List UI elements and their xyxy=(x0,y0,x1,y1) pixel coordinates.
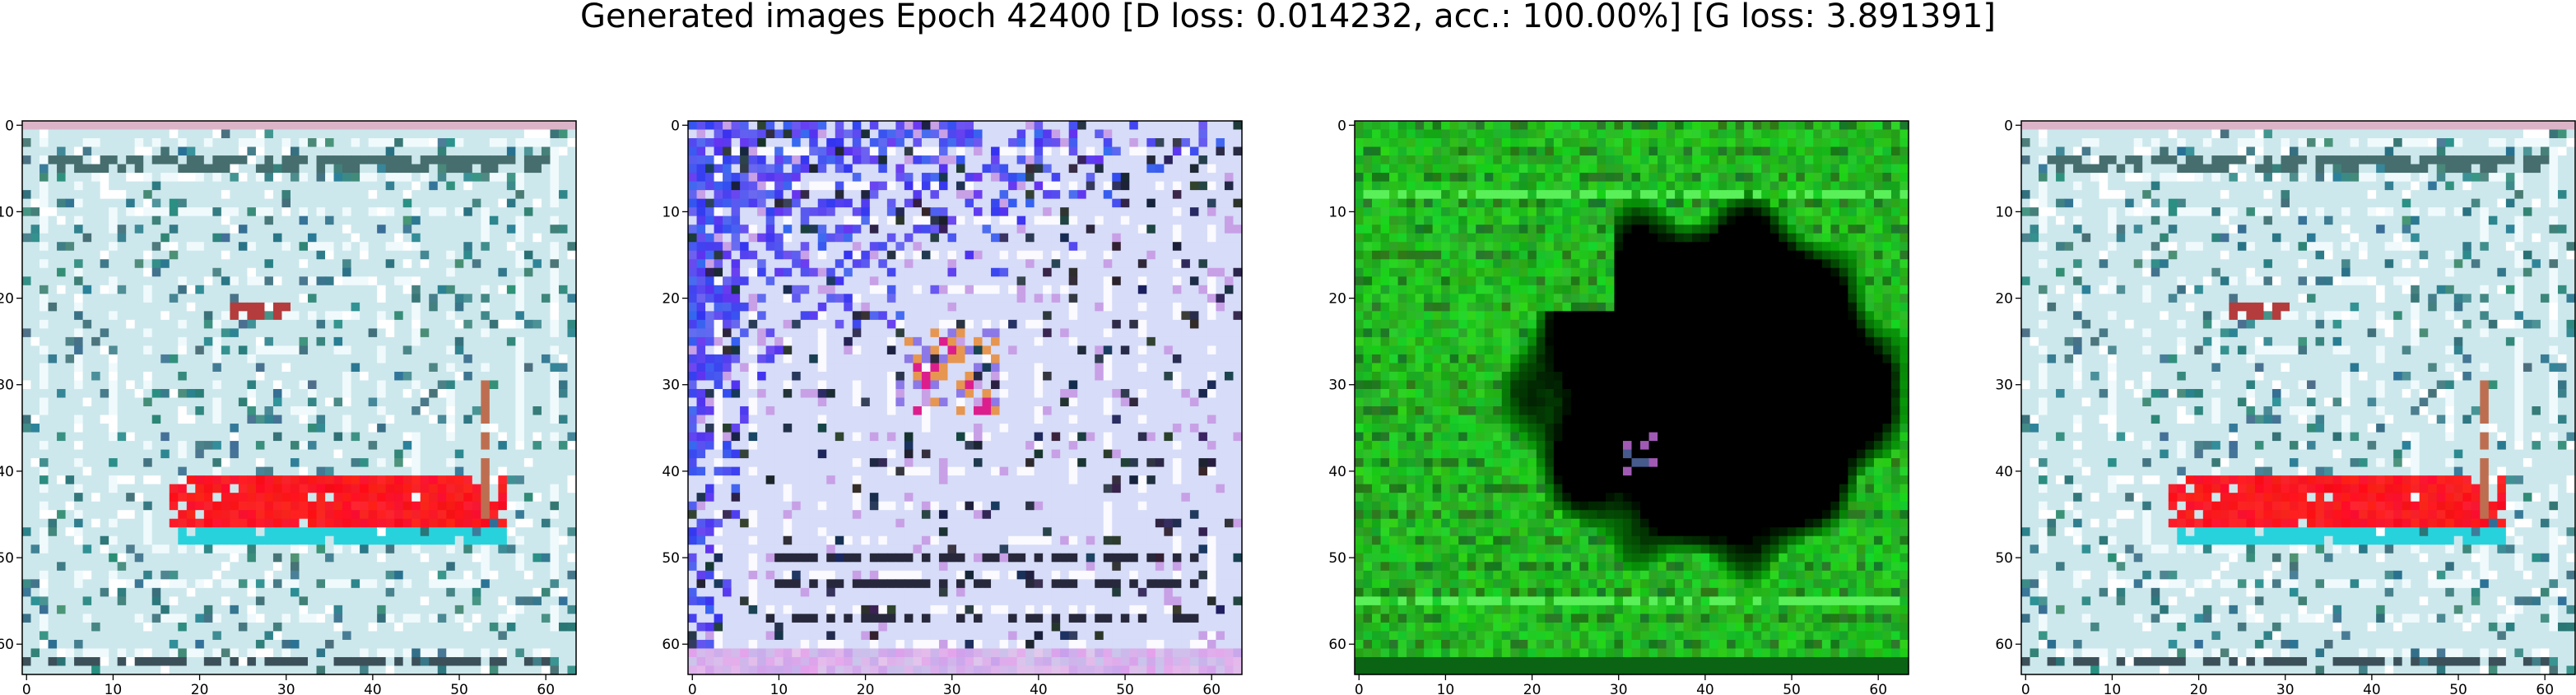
x-tick-label: 0 xyxy=(1355,682,1364,695)
generated-image-2-panel: 0 10 20 30 40 50 60 0 10 20 30 40 50 60 xyxy=(662,118,1243,695)
y-tick-label: 30 xyxy=(1995,378,2013,394)
x-tick-label: 40 xyxy=(1696,682,1714,695)
x-tick-label: 60 xyxy=(1202,682,1221,695)
x-tick-label: 50 xyxy=(1783,682,1801,695)
y-tick-label: 10 xyxy=(0,204,14,220)
y-tick-label: 40 xyxy=(0,464,14,480)
x-tick-label: 30 xyxy=(2276,682,2295,695)
x-tick-label: 40 xyxy=(1030,682,1048,695)
x-tick-label: 50 xyxy=(1116,682,1134,695)
y-tick-label: 40 xyxy=(1995,464,2013,480)
figure-title: Generated images Epoch 42400 [D loss: 0.… xyxy=(579,0,1997,35)
axes-frame xyxy=(21,120,577,675)
generated-image-1-panel: 0 10 20 30 40 50 60 0 10 20 30 40 50 60 xyxy=(0,118,577,695)
y-tick-label: 30 xyxy=(0,378,14,394)
x-tick-label: 60 xyxy=(2536,682,2554,695)
generated-image-4-panel: 0 10 20 30 40 50 60 0 10 20 30 40 50 60 xyxy=(1995,118,2576,695)
y-tick-label: 50 xyxy=(1328,550,1346,567)
x-tick-label: 10 xyxy=(2104,682,2122,695)
y-tick-label: 10 xyxy=(1328,204,1346,220)
y-tick-label: 50 xyxy=(1995,550,2013,567)
x-tick-label: 20 xyxy=(857,682,875,695)
y-tick-label: 0 xyxy=(5,118,14,134)
axes-frame xyxy=(1354,120,1909,675)
y-tick-label: 0 xyxy=(1337,118,1346,134)
y-tick-label: 60 xyxy=(1995,637,2013,653)
y-tick-label: 60 xyxy=(662,637,680,653)
y-tick-label: 30 xyxy=(1328,378,1346,394)
generated-image-2 xyxy=(688,121,1243,675)
x-tick-label: 10 xyxy=(105,682,123,695)
y-tick-label: 50 xyxy=(662,550,680,567)
x-tick-label: 50 xyxy=(450,682,468,695)
y-tick-label: 20 xyxy=(662,291,680,308)
x-tick-label: 20 xyxy=(2190,682,2208,695)
generated-image-3-panel: 0 10 20 30 40 50 60 0 10 20 30 40 50 60 xyxy=(1328,118,1909,695)
x-tick-label: 60 xyxy=(537,682,555,695)
x-tick-label: 20 xyxy=(1523,682,1541,695)
generated-image-3 xyxy=(1355,121,1909,675)
y-tick-label: 60 xyxy=(1328,637,1346,653)
y-tick-label: 40 xyxy=(662,464,680,480)
y-tick-label: 10 xyxy=(1995,204,2013,220)
axes-frame xyxy=(687,120,1243,675)
x-tick-label: 0 xyxy=(688,682,697,695)
x-tick-label: 30 xyxy=(277,682,295,695)
y-tick-label: 20 xyxy=(1995,291,2013,308)
x-tick-label: 10 xyxy=(1437,682,1455,695)
x-tick-label: 60 xyxy=(1869,682,1887,695)
y-tick-label: 10 xyxy=(662,204,680,220)
y-tick-label: 50 xyxy=(0,550,14,567)
x-tick-label: 50 xyxy=(2449,682,2467,695)
generated-image-1 xyxy=(22,121,577,675)
x-tick-label: 40 xyxy=(364,682,382,695)
generated-image-4 xyxy=(2021,121,2576,675)
x-tick-label: 30 xyxy=(943,682,961,695)
y-tick-label: 20 xyxy=(1328,291,1346,308)
x-tick-label: 0 xyxy=(22,682,31,695)
x-tick-label: 40 xyxy=(2363,682,2381,695)
y-tick-label: 0 xyxy=(2004,118,2013,134)
y-tick-label: 40 xyxy=(1328,464,1346,480)
y-tick-label: 0 xyxy=(671,118,680,134)
y-tick-label: 20 xyxy=(0,291,14,308)
x-tick-label: 20 xyxy=(191,682,209,695)
x-tick-label: 30 xyxy=(1610,682,1628,695)
x-tick-label: 0 xyxy=(2021,682,2030,695)
y-tick-label: 60 xyxy=(0,637,14,653)
y-tick-label: 30 xyxy=(662,378,680,394)
x-tick-label: 10 xyxy=(770,682,788,695)
axes-frame xyxy=(2020,120,2576,675)
